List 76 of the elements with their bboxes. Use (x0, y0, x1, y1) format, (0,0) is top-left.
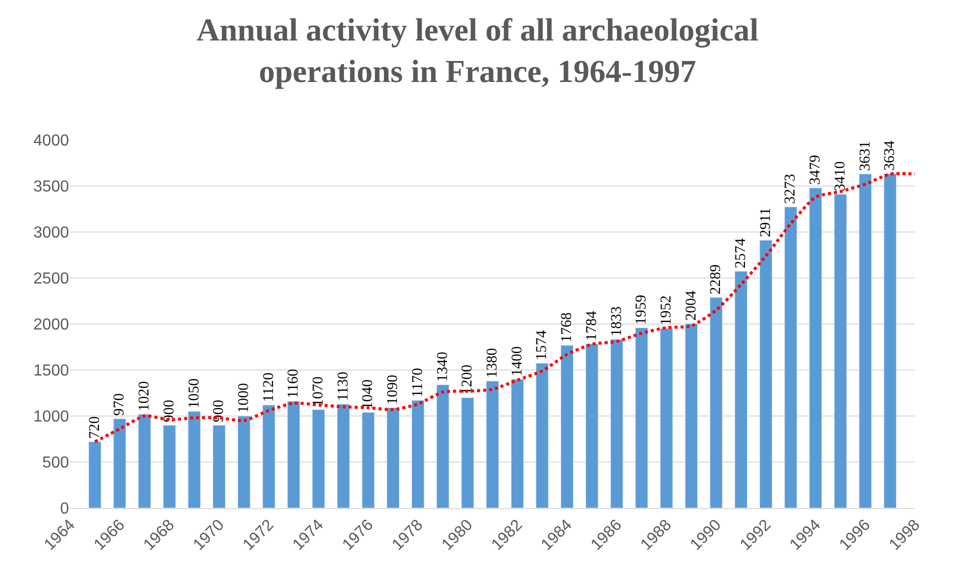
text: 1959 (634, 294, 650, 325)
bar (411, 400, 424, 508)
text: 3634 (882, 140, 898, 171)
bar (858, 174, 872, 508)
bar (734, 270, 748, 508)
text: 1160 (286, 368, 302, 398)
bar (238, 416, 250, 508)
text: 2911 (758, 208, 774, 238)
y-tick-label: 2000 (33, 316, 70, 334)
bar (684, 323, 698, 508)
text: 720 (86, 416, 103, 439)
text: 3273 (782, 174, 799, 204)
bar (88, 442, 102, 508)
text: 1200 (460, 364, 476, 395)
bar (461, 397, 474, 508)
y-tick-label: 500 (42, 454, 70, 472)
text: 1952 (658, 295, 674, 326)
text: 1040 (360, 379, 376, 410)
bar (585, 344, 598, 508)
bar (362, 412, 375, 508)
text: 2574 (733, 238, 750, 268)
text: 1000 (236, 383, 252, 413)
text: 1340 (434, 352, 451, 382)
bar (635, 328, 648, 508)
bar (113, 418, 126, 508)
bar (162, 424, 176, 508)
bar (809, 188, 822, 508)
bar (510, 378, 524, 508)
bar (138, 414, 152, 508)
bar (610, 339, 624, 508)
bar (660, 328, 673, 508)
text: 900 (161, 400, 178, 422)
bar (188, 411, 201, 508)
bar (436, 384, 450, 508)
text: 3631 (857, 140, 874, 171)
text: 2289 (708, 264, 724, 294)
bar (834, 194, 847, 508)
text: 3479 (808, 154, 824, 185)
y-tick-label: 3500 (33, 178, 70, 196)
bar (884, 173, 897, 508)
y-tick-label: 0 (60, 500, 70, 518)
text: 1070 (310, 376, 327, 407)
bar (287, 401, 300, 508)
chart-title: Annual activity level of all archaeological operations in France, 1964-1997 (196, 11, 759, 90)
y-tick-label: 1500 (33, 362, 70, 380)
bar (759, 240, 772, 508)
text: 1768 (559, 312, 576, 342)
y-tick-label: 3000 (33, 224, 70, 242)
text: 1120 (260, 372, 277, 402)
y-tick-label: 2500 (33, 270, 70, 288)
bar (386, 407, 400, 508)
bar (312, 409, 325, 508)
text: 1090 (385, 374, 402, 405)
bar (784, 206, 798, 508)
y-tick-label: 4000 (33, 132, 70, 150)
text: 1400 (509, 346, 526, 376)
y-tick-label: 1000 (33, 408, 70, 426)
bar (336, 404, 350, 508)
text: 1130 (335, 372, 352, 402)
text: 2004 (683, 290, 700, 321)
text: 3410 (832, 161, 848, 192)
text: 1833 (608, 306, 625, 336)
bar (536, 362, 549, 508)
text: 1170 (410, 368, 426, 398)
text: 970 (112, 393, 128, 416)
bar (710, 297, 723, 508)
text: 1380 (484, 348, 500, 378)
bar (212, 424, 226, 508)
text: 1784 (584, 310, 600, 341)
text: 1574 (534, 330, 550, 360)
text: 1020 (136, 381, 153, 412)
text: 1050 (186, 378, 202, 408)
text: 900 (211, 400, 228, 422)
bar (262, 404, 276, 508)
bar (560, 345, 574, 508)
bar (486, 380, 499, 508)
